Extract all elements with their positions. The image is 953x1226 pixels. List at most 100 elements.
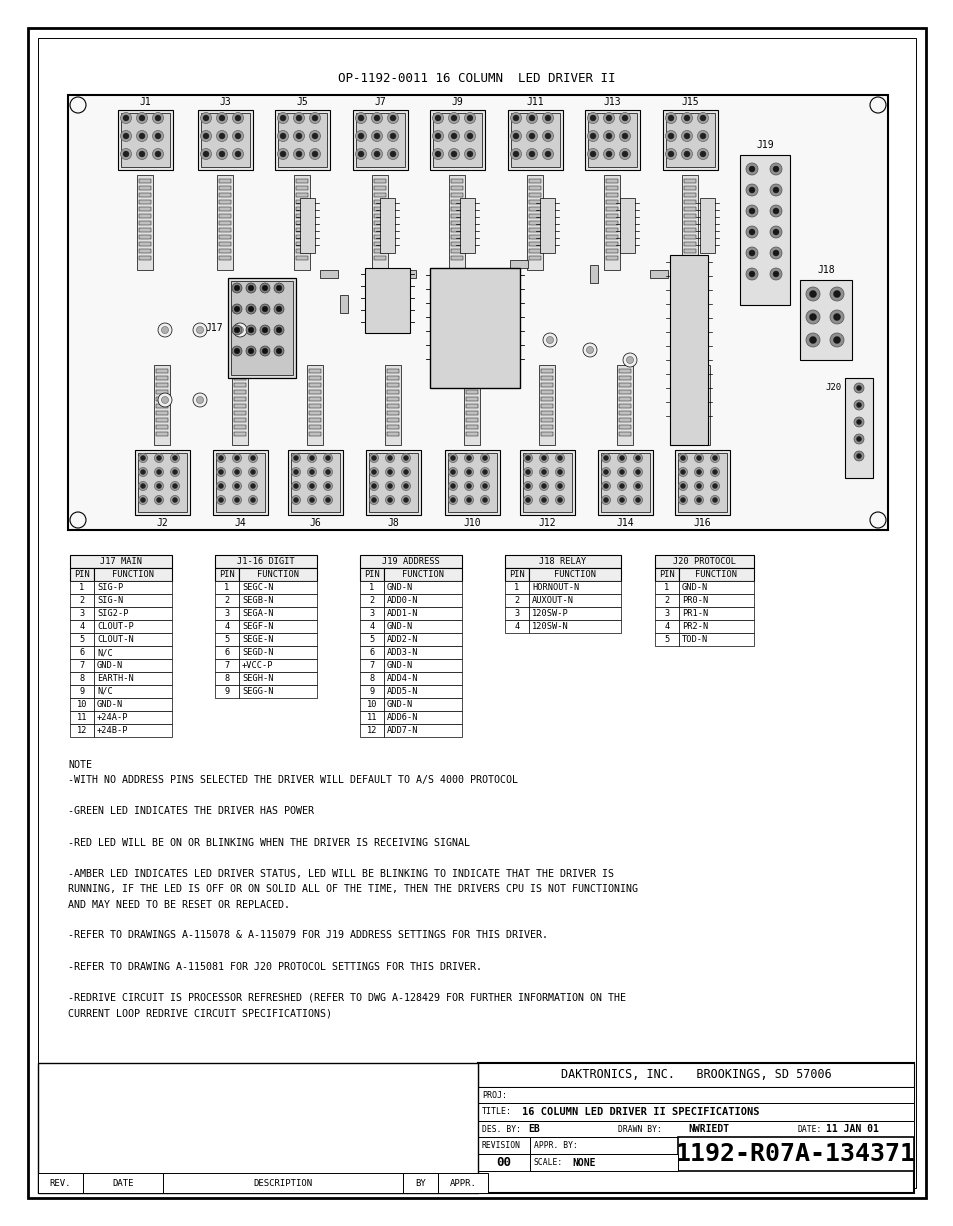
- Circle shape: [525, 483, 530, 488]
- Circle shape: [856, 454, 861, 459]
- Circle shape: [218, 456, 223, 461]
- Circle shape: [292, 467, 300, 477]
- Bar: [541, 432, 553, 436]
- Text: +VCC-P: +VCC-P: [242, 661, 274, 669]
- Text: SEGD-N: SEGD-N: [242, 649, 274, 657]
- Circle shape: [748, 229, 754, 235]
- Bar: [662, 110, 718, 170]
- Circle shape: [769, 184, 781, 196]
- Circle shape: [262, 306, 268, 311]
- Bar: [359, 581, 384, 595]
- Circle shape: [745, 184, 758, 196]
- Circle shape: [633, 482, 641, 490]
- Circle shape: [216, 130, 227, 141]
- Circle shape: [218, 483, 223, 488]
- Bar: [277, 113, 327, 167]
- Circle shape: [435, 151, 440, 157]
- Bar: [541, 369, 553, 373]
- Bar: [384, 607, 461, 620]
- Text: 9: 9: [369, 687, 375, 696]
- Bar: [384, 620, 461, 633]
- Text: HORNOUT-N: HORNOUT-N: [532, 584, 578, 592]
- Circle shape: [480, 467, 489, 477]
- Bar: [359, 725, 384, 737]
- Circle shape: [869, 97, 885, 113]
- Bar: [539, 365, 555, 445]
- Circle shape: [138, 495, 148, 505]
- Bar: [234, 405, 246, 408]
- Circle shape: [678, 467, 687, 477]
- Circle shape: [248, 348, 253, 354]
- Text: 2: 2: [369, 596, 375, 604]
- Circle shape: [277, 148, 288, 159]
- Circle shape: [448, 482, 457, 490]
- Bar: [214, 607, 239, 620]
- Circle shape: [513, 115, 518, 121]
- Bar: [618, 390, 631, 394]
- Bar: [94, 711, 172, 725]
- Bar: [618, 411, 631, 414]
- Bar: [530, 1137, 678, 1154]
- Circle shape: [233, 130, 243, 141]
- Circle shape: [617, 482, 626, 490]
- Text: 7: 7: [369, 661, 375, 669]
- Text: 10: 10: [366, 700, 376, 709]
- Circle shape: [603, 130, 614, 141]
- Text: GND-N: GND-N: [387, 584, 413, 592]
- Circle shape: [464, 130, 475, 141]
- Bar: [94, 581, 172, 595]
- Bar: [510, 260, 527, 268]
- Text: 3: 3: [514, 609, 519, 618]
- Bar: [70, 660, 94, 672]
- Text: AND MAY NEED TO BE RESET OR REPLACED.: AND MAY NEED TO BE RESET OR REPLACED.: [68, 900, 290, 910]
- Circle shape: [232, 325, 242, 335]
- Bar: [94, 672, 172, 685]
- Circle shape: [355, 130, 366, 141]
- Bar: [384, 646, 461, 660]
- Circle shape: [587, 148, 598, 159]
- Bar: [618, 405, 631, 408]
- Circle shape: [772, 250, 779, 256]
- Circle shape: [154, 482, 163, 490]
- Text: SEGC-N: SEGC-N: [242, 584, 274, 592]
- Circle shape: [154, 132, 161, 139]
- Bar: [339, 295, 348, 313]
- Text: J5: J5: [296, 97, 308, 107]
- Circle shape: [307, 467, 316, 477]
- Bar: [451, 200, 463, 204]
- Bar: [387, 418, 399, 422]
- Circle shape: [772, 229, 779, 235]
- Circle shape: [203, 115, 209, 121]
- Text: SEGH-N: SEGH-N: [242, 674, 274, 683]
- Text: 7: 7: [79, 661, 85, 669]
- Text: APPR. BY:: APPR. BY:: [534, 1141, 578, 1150]
- Bar: [504, 595, 529, 607]
- Circle shape: [589, 151, 596, 157]
- Bar: [618, 397, 631, 401]
- Bar: [466, 418, 478, 422]
- Circle shape: [432, 113, 443, 124]
- Text: DATE:: DATE:: [797, 1124, 821, 1134]
- Circle shape: [323, 467, 333, 477]
- Bar: [618, 425, 631, 429]
- Circle shape: [325, 470, 330, 474]
- Bar: [198, 110, 253, 170]
- Circle shape: [833, 291, 840, 298]
- Circle shape: [665, 130, 676, 141]
- Circle shape: [234, 456, 239, 461]
- Bar: [684, 242, 696, 246]
- Bar: [696, 397, 708, 401]
- Circle shape: [246, 325, 255, 335]
- Bar: [679, 607, 753, 620]
- Bar: [529, 568, 620, 581]
- Bar: [239, 685, 316, 698]
- Circle shape: [833, 336, 840, 343]
- Circle shape: [294, 148, 304, 159]
- Text: J19 ADDRESS: J19 ADDRESS: [382, 557, 439, 566]
- Bar: [606, 228, 618, 232]
- Bar: [359, 620, 384, 633]
- Circle shape: [139, 132, 145, 139]
- Circle shape: [467, 132, 473, 139]
- Circle shape: [525, 456, 530, 461]
- Bar: [139, 186, 152, 190]
